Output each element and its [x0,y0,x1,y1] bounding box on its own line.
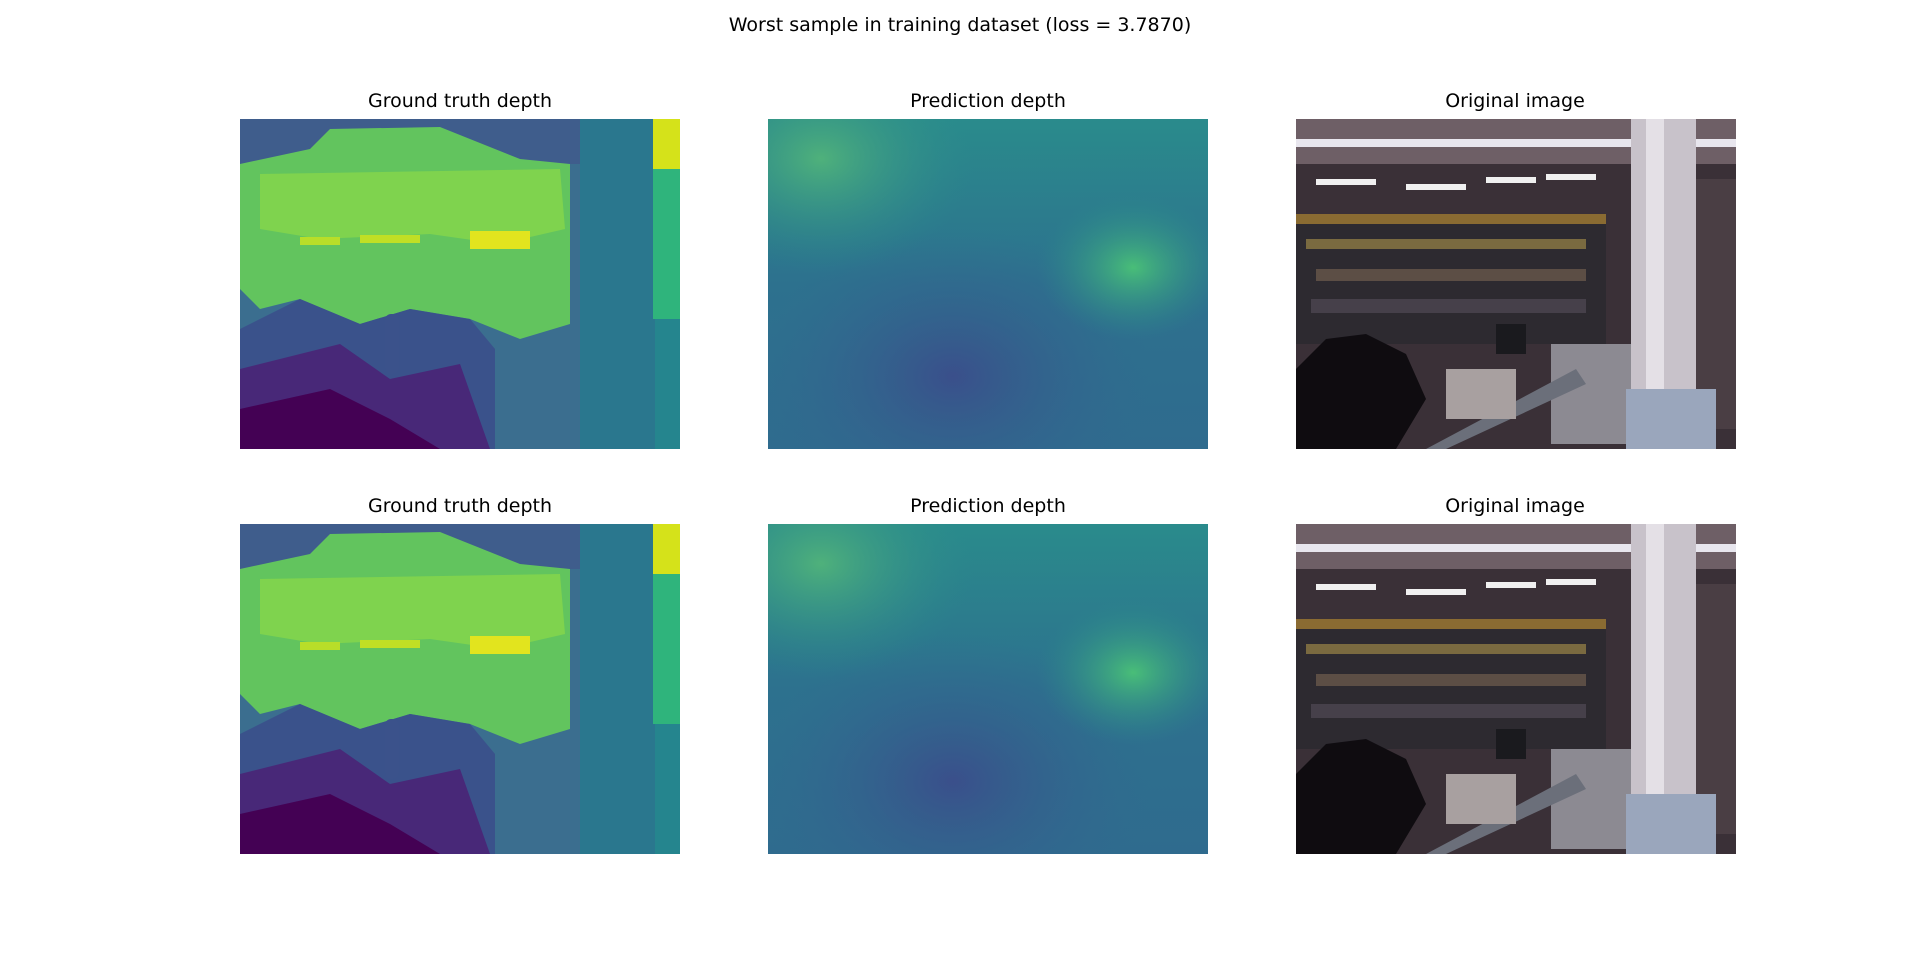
row-2-gt-title: Ground truth depth [367,495,553,517]
row-2-pred-title: Prediction depth [910,495,1066,517]
row-2-original-photo [1296,524,1736,854]
row-2-orig-title: Original image [1445,495,1585,517]
row-1-gt-title: Ground truth depth [367,90,553,112]
row-1-ground-truth-depth-image [240,119,680,449]
row-1-pred-title: Prediction depth [910,90,1066,112]
row-1-prediction-depth-image [768,119,1208,449]
figure-title: Worst sample in training dataset (loss =… [728,14,1192,36]
row-1-original-photo [1296,119,1736,449]
row-2-prediction-depth-image [768,524,1208,854]
row-2-ground-truth-depth-image [240,524,680,854]
row-1-orig-title: Original image [1445,90,1585,112]
